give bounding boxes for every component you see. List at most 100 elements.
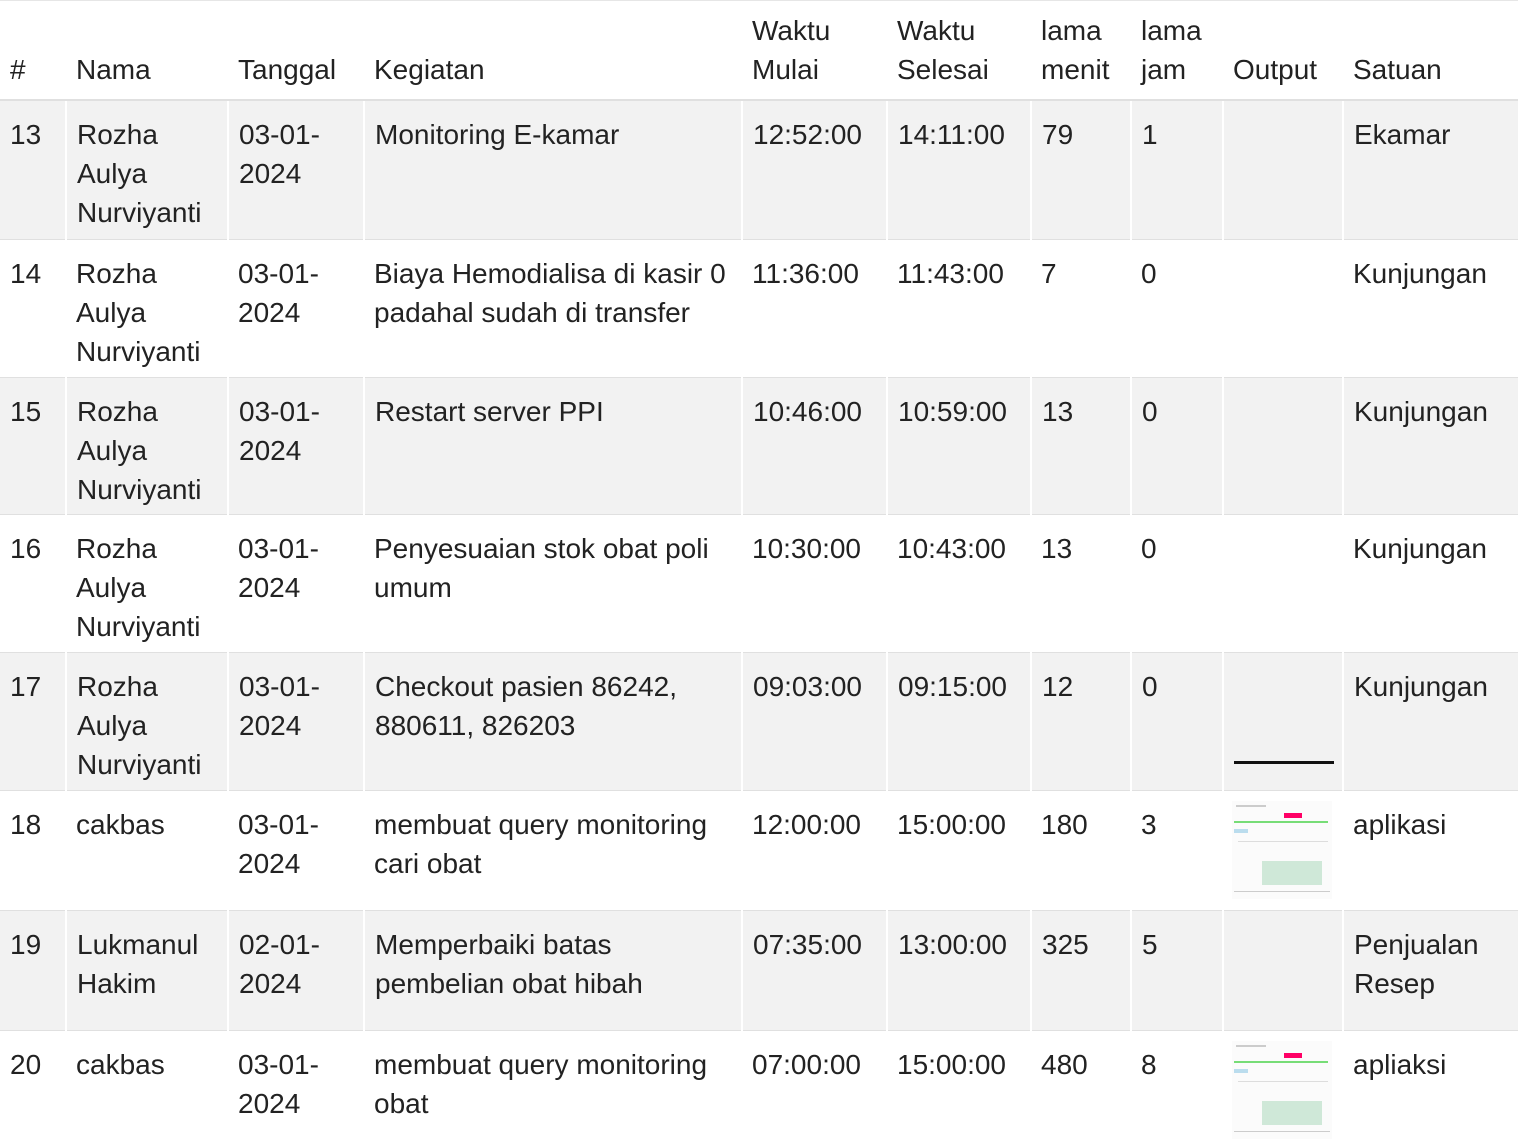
column-header: Waktu Mulai [742, 1, 887, 101]
column-header: Output [1223, 1, 1343, 101]
output-cell [1223, 910, 1343, 1030]
column-header: Kegiatan [364, 1, 742, 101]
table-cell: 15:00:00 [887, 1030, 1031, 1148]
table-cell: Biaya Hemodialisa di kasir 0 padahal sud… [364, 239, 742, 377]
table-cell: 03-01-2024 [228, 377, 364, 514]
table-cell: Rozha Aulya Nurviyanti [66, 377, 228, 514]
column-header: Waktu Selesai [887, 1, 1031, 101]
table-cell: Rozha Aulya Nurviyanti [66, 652, 228, 790]
table-cell: 19 [0, 910, 66, 1030]
table-cell: Ekamar [1343, 100, 1518, 239]
broken-image [1234, 761, 1334, 764]
table-cell: 11:43:00 [887, 239, 1031, 377]
table-cell: 03-01-2024 [228, 100, 364, 239]
output-cell [1223, 652, 1343, 790]
table-cell: 13:00:00 [887, 910, 1031, 1030]
table-cell: Rozha Aulya Nurviyanti [66, 239, 228, 377]
output-thumbnail [1232, 1041, 1332, 1139]
table-cell: 1 [1131, 100, 1223, 239]
table-cell: 10:59:00 [887, 377, 1031, 514]
table-cell: cakbas [66, 1030, 228, 1148]
table-cell: Penyesuaian stok obat poli umum [364, 514, 742, 652]
table-cell: Monitoring E-kamar [364, 100, 742, 239]
table-cell: 11:36:00 [742, 239, 887, 377]
table-cell: 03-01-2024 [228, 652, 364, 790]
table-cell: membuat query monitoring obat [364, 1030, 742, 1148]
table-cell: Rozha Aulya Nurviyanti [66, 514, 228, 652]
table-cell: 5 [1131, 910, 1223, 1030]
table-cell: 180 [1031, 790, 1131, 910]
table-cell: 10:46:00 [742, 377, 887, 514]
table-cell: 03-01-2024 [228, 1030, 364, 1148]
table-cell: 7 [1031, 239, 1131, 377]
table-cell: 10:30:00 [742, 514, 887, 652]
table-cell: 13 [1031, 514, 1131, 652]
table-cell: 14 [0, 239, 66, 377]
table-cell: aplikasi [1343, 790, 1518, 910]
table-cell: 03-01-2024 [228, 239, 364, 377]
table-cell: Checkout pasien 86242, 880611, 826203 [364, 652, 742, 790]
table-cell: 09:03:00 [742, 652, 887, 790]
table-cell: Kunjungan [1343, 514, 1518, 652]
output-cell [1223, 100, 1343, 239]
table-cell: 13 [1031, 377, 1131, 514]
table-cell: 325 [1031, 910, 1131, 1030]
table-cell: 12 [1031, 652, 1131, 790]
column-header: Tanggal [228, 1, 364, 101]
column-header: Nama [66, 1, 228, 101]
table-cell: Kunjungan [1343, 652, 1518, 790]
output-cell [1223, 377, 1343, 514]
table-cell: 13 [0, 100, 66, 239]
table-cell: Kunjungan [1343, 239, 1518, 377]
table-cell: 0 [1131, 239, 1223, 377]
table-cell: 15 [0, 377, 66, 514]
table-cell: 10:43:00 [887, 514, 1031, 652]
table-cell: 79 [1031, 100, 1131, 239]
output-cell [1223, 239, 1343, 377]
table-cell: 03-01-2024 [228, 514, 364, 652]
output-thumbnail [1232, 801, 1332, 899]
table-cell: 17 [0, 652, 66, 790]
table-cell: 8 [1131, 1030, 1223, 1148]
table-cell: Kunjungan [1343, 377, 1518, 514]
table-cell: Restart server PPI [364, 377, 742, 514]
table-cell: apliaksi [1343, 1030, 1518, 1148]
table-cell: 18 [0, 790, 66, 910]
table-cell: 0 [1131, 652, 1223, 790]
column-header: # [0, 1, 66, 101]
output-cell [1223, 514, 1343, 652]
table-cell: cakbas [66, 790, 228, 910]
table-cell: 12:52:00 [742, 100, 887, 239]
column-header: lama menit [1031, 1, 1131, 101]
table-cell: 20 [0, 1030, 66, 1148]
output-cell [1223, 790, 1343, 910]
page: #NamaTanggalKegiatanWaktu MulaiWaktu Sel… [0, 0, 1523, 1148]
table-cell: Penjualan Resep [1343, 910, 1518, 1030]
table-cell: 09:15:00 [887, 652, 1031, 790]
table-cell: 0 [1131, 377, 1223, 514]
table-cell: 0 [1131, 514, 1223, 652]
table-cell: membuat query monitoring cari obat [364, 790, 742, 910]
output-cell [1223, 1030, 1343, 1148]
column-header: Satuan [1343, 1, 1518, 101]
table-cell: 14:11:00 [887, 100, 1031, 239]
column-header: lama jam [1131, 1, 1223, 101]
table-cell: Lukmanul Hakim [66, 910, 228, 1030]
table-cell: Rozha Aulya Nurviyanti [66, 100, 228, 239]
table-cell: 16 [0, 514, 66, 652]
table-cell: 480 [1031, 1030, 1131, 1148]
activity-table: #NamaTanggalKegiatanWaktu MulaiWaktu Sel… [0, 0, 1518, 1148]
table-cell: 03-01-2024 [228, 790, 364, 910]
table-cell: 02-01-2024 [228, 910, 364, 1030]
table-cell: 12:00:00 [742, 790, 887, 910]
